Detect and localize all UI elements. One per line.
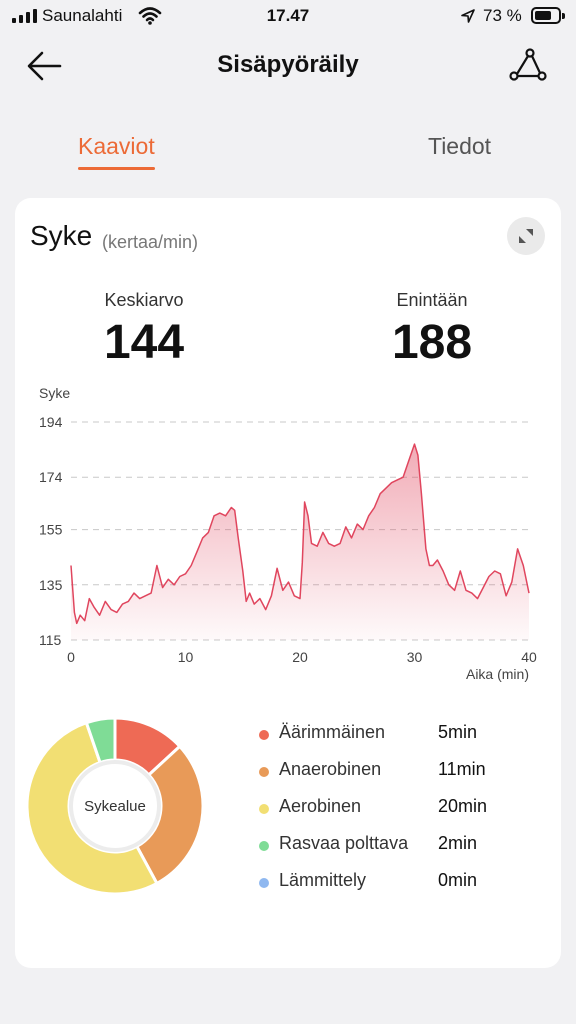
chart-y-ticks: 115 135 155 174 194 [39, 414, 63, 648]
cellular-signal-icon [12, 9, 37, 23]
heart-rate-zone-donut [25, 716, 205, 896]
active-tab-indicator [78, 167, 155, 170]
max-value: 188 [391, 316, 473, 369]
chart-x-tick-label: 30 [407, 649, 423, 665]
zone-color-dot [259, 804, 269, 814]
tab-charts-label: Kaaviot [78, 133, 155, 159]
chart-ylabel: Syke [39, 385, 70, 401]
back-button[interactable] [24, 48, 64, 84]
zone-duration: 0min [438, 870, 478, 890]
average-label: Keskiarvo [104, 290, 184, 310]
expand-button[interactable] [507, 217, 545, 255]
zone-duration: 20min [438, 796, 488, 816]
average-value: 144 [103, 316, 185, 369]
chart-y-tick-label: 174 [39, 469, 63, 485]
zone-color-dot [259, 878, 269, 888]
chart-x-tick-label: 40 [521, 649, 537, 665]
legend-item-warm-up: Lämmittely 0min [259, 870, 549, 896]
tab-details[interactable]: Tiedot [428, 133, 491, 160]
chart-y-tick-label: 194 [39, 414, 63, 430]
heart-rate-line [70, 443, 530, 625]
tab-bar: Kaaviot Tiedot [0, 98, 576, 190]
zone-name: Aerobinen [279, 796, 362, 816]
heart-rate-chart: Syke 115 135 155 174 194 0 10 20 30 40 Aika (min… [39, 385, 537, 682]
zone-color-dot [259, 730, 269, 740]
chart-xlabel: Aika (min) [466, 666, 529, 682]
chart-y-tick-label: 135 [39, 577, 63, 593]
card-unit: (kertaa/min) [102, 232, 199, 252]
battery-icon [531, 7, 565, 24]
route-button[interactable] [506, 46, 550, 86]
zone-duration: 11min [438, 759, 486, 779]
card-title: Syke [30, 220, 93, 251]
heart-rate-card: Syke (kertaa/min) Keskiarvo 144 Enintään… [15, 198, 561, 968]
status-bar: Saunalahti 17.47 73 % [0, 0, 576, 34]
chart-y-tick-label: 115 [39, 632, 62, 648]
zone-name: Rasvaa polttava [279, 833, 409, 853]
zone-color-dot [259, 841, 269, 851]
tab-charts[interactable]: Kaaviot [78, 133, 155, 170]
page-title: Sisäpyöräily [217, 51, 359, 78]
zone-duration: 2min [438, 833, 478, 853]
donut-center-label: Sykealue [84, 798, 146, 815]
zone-name: Äärimmäinen [279, 722, 386, 742]
chart-x-tick-label: 0 [67, 649, 75, 665]
max-label: Enintään [396, 290, 468, 310]
battery-percentage: 73 % [483, 6, 522, 25]
heart-rate-area [71, 444, 529, 640]
zone-duration: 5min [438, 722, 478, 742]
chart-y-tick-label: 155 [39, 522, 63, 538]
zone-color-dot [259, 767, 269, 777]
tab-details-label: Tiedot [428, 133, 492, 159]
wifi-icon [138, 6, 162, 31]
donut-slice-1 [134, 744, 205, 886]
navigation-bar: Sisäpyöräily [0, 34, 576, 98]
location-arrow-icon [460, 8, 476, 29]
expand-icon [519, 229, 533, 243]
chart-x-ticks: 0 10 20 30 40 [67, 649, 537, 665]
donut-hole [69, 760, 161, 852]
route-icon [509, 48, 547, 81]
zone-name: Anaerobinen [279, 759, 382, 779]
chart-x-tick-label: 10 [178, 649, 194, 665]
back-arrow-icon [27, 51, 62, 81]
legend-item-fat-burn: Rasvaa polttava 2min [259, 833, 549, 859]
chart-x-tick-label: 20 [292, 649, 308, 665]
legend-item-aerobic: Aerobinen 20min [259, 796, 549, 822]
legend-item-extreme: Äärimmäinen 5min [259, 722, 549, 748]
zone-name: Lämmittely [279, 870, 367, 890]
legend-item-anaerobic: Anaerobinen 11min [259, 759, 549, 785]
carrier-name: Saunalahti [42, 6, 123, 25]
